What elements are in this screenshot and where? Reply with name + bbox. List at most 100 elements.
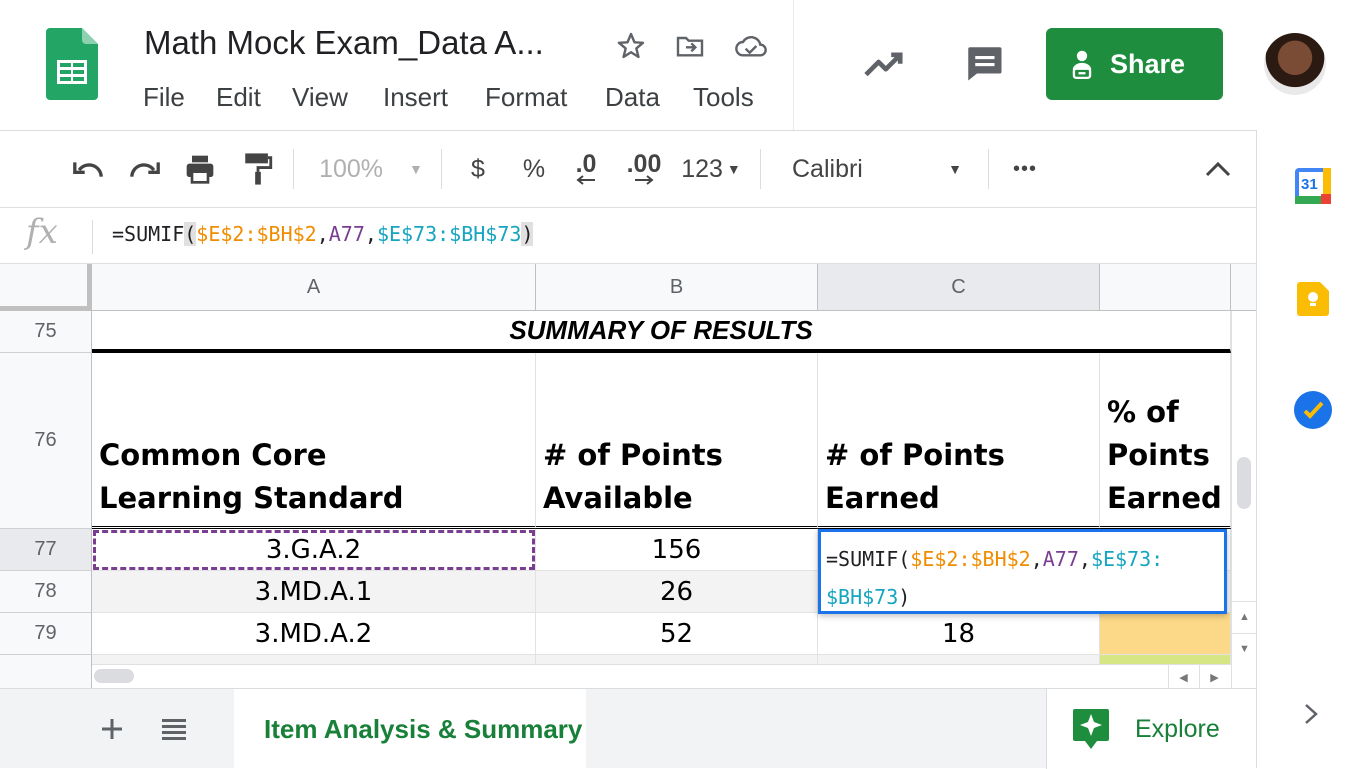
column-header-b[interactable]: B xyxy=(536,264,818,311)
row-header-77[interactable]: 77 xyxy=(0,529,92,571)
star-icon[interactable] xyxy=(615,30,647,62)
google-sheets-logo-icon[interactable] xyxy=(46,28,98,100)
cell-c79[interactable]: 18 xyxy=(818,613,1100,655)
cell-a77[interactable]: 3.G.A.2 xyxy=(92,529,536,571)
edit-range-2-end: $BH$73 xyxy=(826,585,899,609)
number-format-select[interactable]: 123 ▼ xyxy=(678,131,744,207)
redo-icon xyxy=(130,162,160,177)
more-options-button[interactable]: ••• xyxy=(1012,157,1037,180)
increase-decimal-button[interactable]: .00 xyxy=(620,131,668,207)
redo-button[interactable] xyxy=(125,131,165,207)
share-button[interactable]: Share xyxy=(1046,28,1223,100)
number-format-label: 123 xyxy=(681,154,723,183)
move-folder-icon[interactable] xyxy=(674,30,706,62)
header-cell-earned[interactable]: # of Points Earned xyxy=(818,353,1100,529)
decrease-decimal-label: .0 xyxy=(575,150,597,178)
column-header-d[interactable] xyxy=(1100,264,1231,311)
edit-comma: , xyxy=(1030,547,1043,571)
cloud-saved-icon[interactable] xyxy=(733,30,769,62)
header-available-text: # of Points Available xyxy=(543,438,723,515)
lock-people-icon xyxy=(1072,50,1092,79)
cell-c77-editor[interactable]: =SUMIF($E$2:$BH$2,A77,$E$73: $BH$73) xyxy=(818,529,1227,614)
cell-a79[interactable]: 3.MD.A.2 xyxy=(92,613,536,655)
formula-input[interactable]: =SUMIF($E$2:$BH$2,A77,$E$73:$BH$73) xyxy=(112,222,534,246)
header-cell-available[interactable]: # of Points Available xyxy=(536,353,818,529)
collapse-toolbar-button[interactable] xyxy=(1198,131,1238,207)
zoom-value: 100% xyxy=(319,154,384,183)
row-header-75[interactable]: 75 xyxy=(0,311,92,353)
fx-icon: fx xyxy=(26,212,58,252)
sheets-bar: Item Analysis & Summary Explore xyxy=(0,688,1256,769)
document-title[interactable]: Math Mock Exam_Data A... xyxy=(144,24,544,61)
cell-b77[interactable]: 156 xyxy=(536,529,818,571)
menu-insert[interactable]: Insert xyxy=(383,82,449,112)
print-button[interactable] xyxy=(180,131,220,207)
horizontal-scroll-thumb[interactable] xyxy=(94,669,134,683)
paint-format-button[interactable] xyxy=(238,131,278,207)
menu-format[interactable]: Format xyxy=(485,82,568,112)
comment-icon[interactable] xyxy=(962,42,1006,84)
currency-format-button[interactable]: $ xyxy=(471,154,485,183)
menu-file[interactable]: File xyxy=(143,82,185,112)
toolbar: 100% ▼ $ % .0 .00 123 ▼ Calibri ▼ ••• xyxy=(0,130,1256,208)
undo-button[interactable] xyxy=(68,131,108,207)
formula-open-paren: ( xyxy=(184,222,197,246)
cell-a78[interactable]: 3.MD.A.1 xyxy=(92,571,536,613)
edit-close-paren: ) xyxy=(898,585,911,609)
activity-trend-icon[interactable] xyxy=(862,44,906,80)
row-header-80[interactable] xyxy=(0,655,92,688)
formula-bar: fx =SUMIF($E$2:$BH$2,A77,$E$73:$BH$73) xyxy=(0,208,1256,264)
side-panel: 31 xyxy=(1256,130,1366,768)
column-header-filler xyxy=(1231,264,1256,311)
row-header-79[interactable]: 79 xyxy=(0,613,92,655)
scroll-left-arrow-icon[interactable]: ◀ xyxy=(1168,665,1198,688)
row-header-78[interactable]: 78 xyxy=(0,571,92,613)
edit-comma: , xyxy=(1078,547,1091,571)
zoom-select[interactable]: 100% ▼ xyxy=(312,131,430,207)
tasks-icon[interactable] xyxy=(1294,391,1332,429)
spreadsheet-grid[interactable]: A B C 75 76 77 78 79 SUMMARY OF RESULTS … xyxy=(0,264,1256,688)
decrease-decimal-button[interactable]: .0 xyxy=(566,131,606,207)
header-standard-text: Common Core Learning Standard xyxy=(99,438,404,515)
increase-decimal-label: .00 xyxy=(626,150,662,178)
scroll-right-arrow-icon[interactable]: ▶ xyxy=(1199,665,1229,688)
header-cell-percent[interactable]: % of Points Earned xyxy=(1100,353,1231,529)
edit-criterion: A77 xyxy=(1042,547,1079,571)
column-header-a[interactable]: A xyxy=(92,264,536,311)
scroll-up-arrow-icon[interactable]: ▲ xyxy=(1232,601,1256,631)
cell-b79[interactable]: 52 xyxy=(536,613,818,655)
select-all-corner[interactable] xyxy=(0,264,92,311)
menu-data[interactable]: Data xyxy=(605,82,660,112)
menu-edit[interactable]: Edit xyxy=(216,82,261,112)
add-sheet-icon[interactable] xyxy=(100,717,124,741)
vertical-scroll-thumb[interactable] xyxy=(1237,457,1251,509)
print-icon xyxy=(186,155,214,184)
row-header-76[interactable]: 76 xyxy=(0,353,92,529)
percent-format-button[interactable]: % xyxy=(522,154,546,183)
formula-criterion: A77 xyxy=(328,222,365,246)
menu-view[interactable]: View xyxy=(292,82,348,112)
explore-icon xyxy=(1073,709,1109,749)
menu-tools[interactable]: Tools xyxy=(693,82,754,112)
scroll-down-arrow-icon[interactable]: ▼ xyxy=(1232,633,1256,663)
summary-title-cell[interactable]: SUMMARY OF RESULTS xyxy=(92,311,1231,353)
font-name: Calibri xyxy=(792,154,863,183)
column-header-c[interactable]: C xyxy=(818,264,1100,311)
sheet-tab-label: Item Analysis & Summary xyxy=(264,713,583,744)
cell-b78[interactable]: 26 xyxy=(536,571,818,613)
all-sheets-icon[interactable] xyxy=(160,717,188,741)
font-family-select[interactable]: Calibri ▼ xyxy=(780,131,972,207)
horizontal-scrollbar[interactable]: ◀ ▶ xyxy=(92,664,1231,688)
formula-range-1: $E$2:$BH$2 xyxy=(196,222,317,246)
avatar[interactable] xyxy=(1264,33,1326,95)
header-actions: Share xyxy=(793,0,1366,130)
explore-button[interactable]: Explore xyxy=(1046,689,1256,769)
edit-function: =SUMIF( xyxy=(826,547,911,571)
calendar-icon[interactable]: 31 xyxy=(1295,168,1331,204)
sheet-tab-item-analysis[interactable]: Item Analysis & Summary xyxy=(234,689,586,769)
cell-d79[interactable] xyxy=(1100,613,1231,655)
expand-panel-chevron-right-icon[interactable] xyxy=(1301,702,1321,726)
vertical-scrollbar[interactable]: ▲ ▼ xyxy=(1231,311,1256,688)
header-cell-standard[interactable]: Common Core Learning Standard xyxy=(92,353,536,529)
keep-icon[interactable] xyxy=(1297,282,1329,316)
